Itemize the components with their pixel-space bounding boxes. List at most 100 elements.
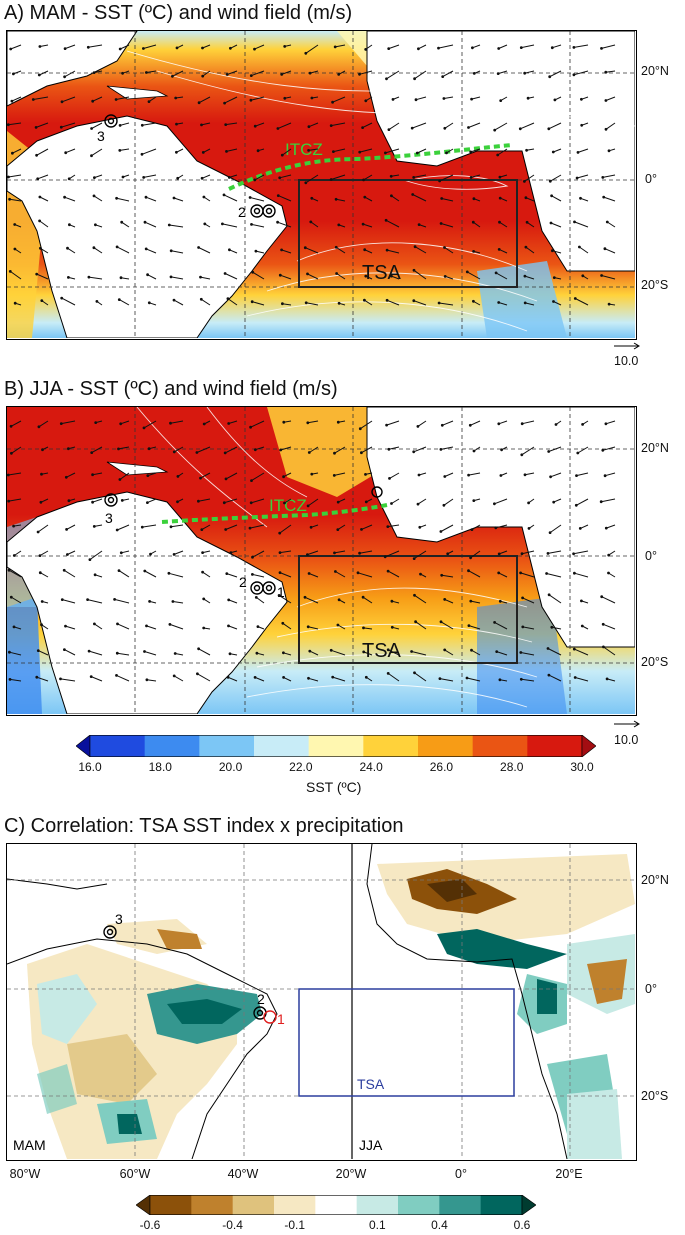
wind-vector-head: [250, 223, 253, 226]
wind-vector-head: [121, 175, 125, 179]
wind-vector: [91, 676, 103, 682]
wind-vector: [576, 174, 589, 179]
wind-vector-head: [278, 273, 282, 277]
wind-vector: [196, 446, 211, 453]
wind-vector: [87, 599, 103, 604]
wind-vector-head: [249, 425, 253, 429]
wind-vector: [119, 472, 130, 480]
wind-vector-head: [363, 248, 367, 252]
wind-vector-head: [578, 527, 582, 530]
wind-vector-head: [41, 448, 44, 452]
wind-vector-head: [278, 176, 282, 180]
wind-vector: [387, 649, 400, 656]
wind-vector-head: [364, 675, 368, 679]
wind-vector: [337, 524, 346, 531]
wind-vector-head: [172, 674, 176, 678]
wind-vector-head: [364, 473, 367, 476]
wind-vector: [548, 674, 562, 682]
wind-vector: [40, 572, 49, 578]
wind-vector: [415, 96, 427, 101]
wind-vector-head: [226, 297, 230, 301]
sst-colorbar: [75, 734, 597, 762]
wind-vector-head: [251, 573, 254, 576]
panel-c-lon-20w: 20°W: [335, 1167, 367, 1181]
wind-vector-head: [547, 450, 551, 453]
wind-vector: [91, 148, 103, 157]
wind-vector: [198, 247, 211, 254]
wind-vector-head: [600, 595, 604, 599]
wind-vector-head: [195, 451, 199, 454]
panel-b-title: B) JJA - SST (ºC) and wind field (m/s): [4, 378, 338, 400]
wind-vector: [391, 195, 400, 202]
wind-vector: [119, 148, 130, 151]
wind-vector: [579, 246, 589, 254]
panel-b-map: TSA ITCZ 2 1 3: [6, 406, 637, 716]
wind-vector-head: [493, 128, 497, 132]
wind-vector: [305, 174, 319, 184]
wind-vector-head: [114, 98, 118, 101]
wind-vector-head: [92, 194, 96, 198]
colorbar-segment: [472, 735, 528, 757]
wind-vector: [64, 44, 76, 50]
wind-vector-head: [358, 551, 362, 555]
panel-a-site-markers: [104, 114, 276, 218]
wind-vector-head: [576, 451, 580, 455]
wind-vector: [547, 648, 562, 656]
wind-vector: [362, 223, 373, 228]
wind-vector: [362, 122, 373, 129]
wind-vector: [548, 594, 562, 604]
wind-vector: [546, 573, 562, 578]
wind-vector-head: [499, 99, 503, 102]
wind-vector-head: [413, 593, 416, 597]
panel-c-lon-20e: 20°E: [555, 1167, 583, 1181]
wind-vector-head: [387, 447, 391, 451]
wind-vector: [332, 676, 346, 682]
wind-vector: [228, 599, 238, 604]
wind-vector-head: [525, 148, 528, 152]
wind-vector-head: [552, 500, 556, 504]
wind-vector-head: [253, 124, 257, 128]
corr-colorbar: [135, 1194, 537, 1220]
wind-vector-head: [303, 246, 307, 250]
colorbar-segment: [480, 1195, 523, 1215]
wind-vector: [88, 650, 103, 656]
wind-vector-head: [225, 73, 229, 76]
wind-vector-head: [387, 128, 391, 131]
wind-vector: [281, 70, 292, 75]
wind-vector: [440, 621, 454, 630]
wind-vector-head: [358, 72, 361, 76]
wind-vector: [61, 96, 76, 103]
wind-vector-head: [90, 154, 93, 158]
wind-vector: [573, 44, 589, 48]
wind-vector: [308, 677, 319, 682]
wind-vector: [494, 498, 508, 505]
wind-vector-head: [418, 525, 422, 529]
wind-vector: [225, 472, 238, 480]
wind-vector: [388, 122, 400, 131]
wind-vector-head: [64, 624, 67, 628]
wind-vector-head: [309, 525, 313, 529]
wind-vector: [197, 673, 211, 682]
panel-b-site-markers: [104, 486, 383, 595]
panel-a-lat-20n: 20°N: [641, 64, 669, 78]
wind-vector-head: [360, 528, 363, 531]
wind-vector-head: [497, 248, 501, 251]
wind-vector: [118, 570, 130, 578]
panel-c-title: C) Correlation: TSA SST index x precipit…: [4, 815, 404, 837]
wind-vector: [35, 122, 49, 128]
wind-vector: [385, 219, 400, 228]
wind-vector-head: [356, 571, 360, 575]
wind-vector-head: [253, 47, 256, 51]
wind-vector: [147, 472, 157, 477]
wind-vector-head: [223, 101, 227, 105]
wind-vector: [198, 648, 211, 656]
wind-vector: [10, 270, 22, 280]
colorbar-tick-label: 26.0: [429, 760, 454, 774]
wind-vector-head: [383, 555, 387, 559]
wind-vector: [550, 174, 562, 182]
colorbar-extend-min: [75, 734, 91, 758]
wind-vector-head: [91, 500, 94, 504]
wind-vector: [116, 246, 130, 254]
panel-a-lat-0: 0°: [645, 172, 657, 186]
wind-vector-head: [279, 448, 283, 452]
